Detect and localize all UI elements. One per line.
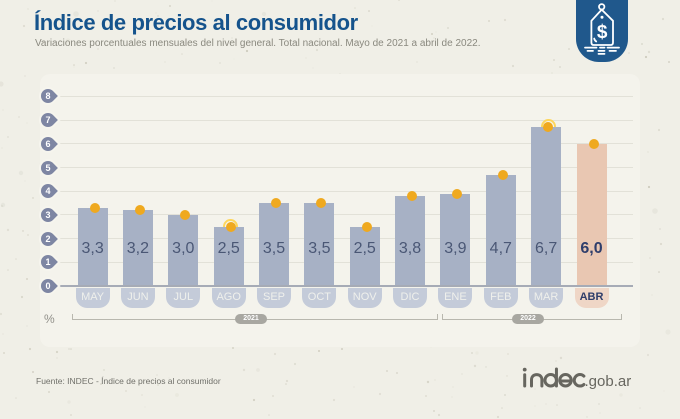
svg-text:.gob.ar: .gob.ar (585, 373, 632, 390)
svg-text:$: $ (597, 22, 608, 43)
